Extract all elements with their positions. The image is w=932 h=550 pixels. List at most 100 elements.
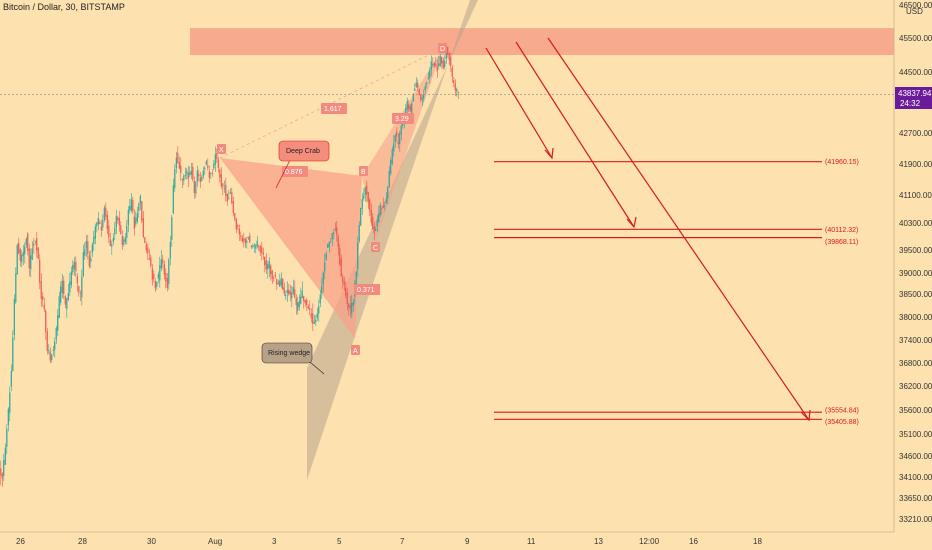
- candle-body: [387, 186, 389, 199]
- candle-body: [186, 170, 188, 175]
- candle-body: [66, 298, 68, 310]
- candle-body: [100, 226, 102, 231]
- candle-body: [106, 214, 108, 230]
- y-tick-label: 35100.00: [899, 430, 932, 439]
- projection-arrow-2[interactable]: [515, 41, 635, 228]
- candle-body: [411, 103, 413, 114]
- y-tick-label: 44500.00: [899, 68, 932, 77]
- candle-body: [237, 225, 239, 227]
- candle-body: [213, 163, 215, 169]
- candle-body: [381, 207, 383, 209]
- candle-body: [453, 80, 455, 83]
- candle-body: [310, 313, 312, 318]
- candle-body: [340, 258, 342, 277]
- candle-body: [127, 210, 129, 226]
- candle-body: [196, 170, 198, 182]
- candle-body: [214, 154, 216, 165]
- candle-body: [349, 305, 351, 309]
- candle-body: [172, 185, 174, 214]
- candle-body: [45, 310, 47, 332]
- candle-body: [427, 78, 429, 79]
- candle-body: [211, 173, 213, 174]
- candle-body: [432, 64, 434, 65]
- candle-body: [223, 187, 225, 189]
- rising-wedge-callout[interactable]: Rising wedge: [261, 342, 325, 375]
- ratio-tag-0876[interactable]: 0.876: [282, 166, 308, 177]
- candle-body: [33, 243, 35, 246]
- candle-body: [205, 161, 207, 165]
- candle-body: [397, 141, 399, 144]
- candle-body: [105, 207, 107, 217]
- candle-body: [442, 60, 444, 69]
- point-label-c: C: [373, 245, 378, 252]
- ratio-tag-1617[interactable]: 1.617: [321, 103, 347, 114]
- candle-body: [414, 88, 416, 91]
- projection-arrow-3[interactable]: [547, 37, 810, 421]
- candle-body: [142, 218, 144, 237]
- candle-body: [123, 239, 125, 245]
- harmonic-xab-triangle[interactable]: [220, 158, 362, 338]
- point-tag-a[interactable]: A: [351, 345, 360, 355]
- deep-crab-callout[interactable]: Deep Crab: [275, 140, 330, 189]
- candle-body: [228, 197, 230, 199]
- projection-arrow-1[interactable]: [485, 47, 553, 159]
- candle-body: [124, 237, 126, 242]
- candle-body: [195, 181, 197, 194]
- candle-body: [232, 201, 234, 214]
- point-label-x: X: [219, 147, 224, 154]
- candle-body: [31, 248, 33, 260]
- harmonic-bcd-triangle[interactable]: [362, 48, 443, 240]
- y-tick-label: 37400.00: [899, 336, 932, 345]
- candle-body: [4, 447, 6, 465]
- x-axis-ticks: 26 28 30 Aug 3 5 7 9 11 13 12:00 16 18: [16, 537, 762, 546]
- candle-body: [408, 104, 410, 110]
- candle-body: [391, 149, 393, 164]
- candle-body: [358, 225, 360, 242]
- candle-body: [184, 175, 186, 176]
- candle-body: [75, 261, 77, 272]
- ratio-tag-0371[interactable]: 0.371: [354, 284, 380, 295]
- point-tag-b[interactable]: B: [359, 166, 368, 176]
- candle-body: [162, 259, 164, 264]
- point-tag-d[interactable]: D: [438, 43, 447, 53]
- candle-body: [273, 277, 275, 279]
- candle-body: [183, 175, 185, 181]
- x-tick-label: 13: [594, 537, 603, 546]
- candle-body: [120, 225, 122, 235]
- candle-body: [327, 244, 329, 248]
- ratio-tag-329[interactable]: 3.29: [392, 113, 414, 124]
- candle-body: [451, 67, 453, 77]
- candle-body: [73, 261, 75, 269]
- candle-body: [355, 272, 357, 286]
- candle-body: [258, 246, 260, 247]
- candle-body: [208, 171, 210, 178]
- resistance-zone[interactable]: [190, 28, 894, 55]
- candle-body: [418, 89, 420, 96]
- point-tag-x[interactable]: X: [217, 144, 226, 154]
- y-tick-label: 40300.00: [899, 219, 932, 228]
- candle-body: [379, 204, 381, 216]
- candle-body: [235, 218, 237, 230]
- price-badge[interactable]: 43837.94 24:32: [895, 87, 932, 109]
- candle-body: [22, 252, 24, 256]
- candle-body: [204, 167, 206, 170]
- candle-body: [352, 302, 354, 306]
- candle-body: [249, 235, 251, 243]
- candle-body: [286, 289, 288, 293]
- point-tag-c[interactable]: C: [371, 242, 380, 252]
- candle-body: [147, 247, 149, 254]
- candle-body: [346, 292, 348, 305]
- candle-body: [376, 220, 378, 227]
- candle-body: [88, 255, 90, 267]
- candle-body: [382, 205, 384, 208]
- candle-body: [390, 160, 392, 174]
- candle-body: [81, 276, 83, 298]
- candle-body: [37, 247, 39, 259]
- candle-body: [163, 264, 165, 275]
- x-tick-label: 28: [78, 537, 87, 546]
- candle-body: [250, 246, 252, 247]
- candle-body: [210, 173, 212, 174]
- candle-body: [421, 97, 423, 101]
